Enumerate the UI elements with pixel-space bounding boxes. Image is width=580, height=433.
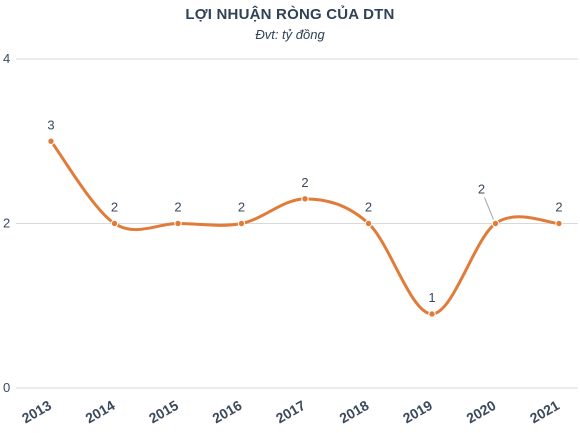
x-tick-label: 2021 xyxy=(527,397,562,427)
data-label-2016: 2 xyxy=(238,200,245,215)
data-point-2018 xyxy=(364,219,373,228)
data-point-2019 xyxy=(428,310,436,318)
data-label-2017: 2 xyxy=(301,175,308,190)
data-label-2018: 2 xyxy=(365,200,372,215)
data-labels: 3 2 2 2 2 2 1 2 2 xyxy=(47,117,562,305)
x-tick-label: 2013 xyxy=(19,397,54,427)
data-point-2016 xyxy=(237,219,246,228)
data-point-2013 xyxy=(47,137,55,145)
x-tick-label: 2016 xyxy=(210,397,245,427)
series-line xyxy=(49,139,561,316)
x-axis-ticks: 2013 2014 2015 2016 2017 2018 2019 2020 2021 xyxy=(19,397,562,427)
x-tick-label: 2019 xyxy=(400,397,435,427)
data-label-2019: 1 xyxy=(428,290,435,305)
gridlines xyxy=(16,58,578,389)
data-point-2020 xyxy=(491,219,500,228)
data-point-2017 xyxy=(301,195,309,203)
y-tick-label: 2 xyxy=(3,216,10,231)
y-axis-ticks: 0 2 4 xyxy=(3,51,10,395)
data-label-2020: 2 xyxy=(478,182,485,197)
leader-line xyxy=(484,197,494,220)
chart-title: LỢI NHUẬN RÒNG CỦA DTN xyxy=(185,6,395,23)
data-label-2015: 2 xyxy=(174,200,181,215)
data-point-2015 xyxy=(174,219,182,228)
y-tick-label: 0 xyxy=(3,380,10,395)
y-tick-label: 4 xyxy=(3,51,10,66)
x-tick-label: 2017 xyxy=(273,397,308,427)
series-layer xyxy=(47,137,563,318)
data-label-2013: 3 xyxy=(47,117,54,132)
data-point-2021 xyxy=(555,219,563,228)
x-tick-label: 2014 xyxy=(83,397,118,427)
chart-subtitle: Đvt: tỷ đồng xyxy=(255,27,325,42)
data-point-2014 xyxy=(110,219,119,228)
x-tick-label: 2015 xyxy=(146,397,181,427)
data-label-2021: 2 xyxy=(555,200,562,215)
x-tick-label: 2018 xyxy=(337,397,372,427)
x-tick-label: 2020 xyxy=(464,397,499,427)
data-label-2014: 2 xyxy=(111,200,118,215)
